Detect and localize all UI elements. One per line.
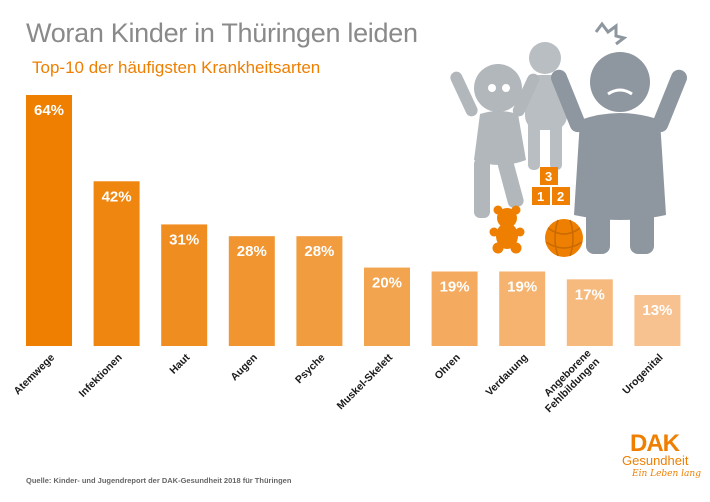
logo-slogan: Ein Leben lang bbox=[632, 469, 701, 479]
toy-block-label: 1 bbox=[537, 189, 544, 204]
bar-muskel-skelett bbox=[364, 267, 410, 346]
bar-chart: 64% 42% 31% 28% 28% 20% 19% 19% 17% 13% Atemwege I… bbox=[12, 95, 681, 415]
toy-block bbox=[532, 187, 550, 205]
bar-value-label: 64% bbox=[34, 102, 64, 119]
bar-verdauung bbox=[499, 271, 546, 346]
category-label: Muskel-Skelett bbox=[335, 351, 396, 412]
bar-value-label: 19% bbox=[507, 278, 537, 295]
logo-name: Gesundheit bbox=[622, 453, 689, 468]
category-label: Urogenital bbox=[620, 352, 665, 397]
category-labels-group: Atemwege Infektionen Haut Augen Psyche Muskel… bbox=[12, 347, 666, 415]
bar-atemwege bbox=[26, 95, 72, 346]
toy-block-label: 3 bbox=[545, 169, 552, 184]
category-label: Haut bbox=[167, 351, 192, 376]
bar-value-label: 42% bbox=[102, 188, 132, 205]
logo-mark: DAK bbox=[630, 430, 680, 457]
bar-psyche bbox=[296, 236, 343, 346]
child-right-figure bbox=[551, 52, 687, 254]
chart-title: Woran Kinder in Thüringen leiden bbox=[26, 18, 418, 48]
category-label: Verdauung bbox=[483, 352, 530, 399]
bar-urogenital bbox=[634, 295, 681, 346]
category-label: Augen bbox=[228, 352, 260, 384]
teddy-bear-icon bbox=[489, 205, 525, 254]
bar-value-label: 13% bbox=[642, 302, 672, 319]
bar-value-label: 31% bbox=[169, 231, 199, 248]
bars-group: 64% 42% 31% 28% 28% 20% 19% 19% 17% 13% bbox=[26, 95, 681, 346]
category-label: Ohren bbox=[432, 352, 462, 382]
child-left-figure bbox=[450, 64, 540, 218]
bar-angeborene-fehlbildungen bbox=[566, 279, 613, 346]
toy-block-label: 2 bbox=[557, 189, 564, 204]
bar-value-label: 28% bbox=[304, 243, 334, 260]
category-label: Infektionen bbox=[77, 352, 125, 400]
toy-block bbox=[540, 167, 558, 185]
category-label: AngeboreneFehlbildungen bbox=[534, 347, 602, 415]
bar-value-label: 28% bbox=[237, 243, 267, 260]
child-back-figure bbox=[525, 42, 567, 170]
sick-children-illustration: 3 1 2 bbox=[450, 21, 687, 257]
toy-block bbox=[552, 187, 570, 205]
source-note: Quelle: Kinder- und Jugendreport der DAK… bbox=[26, 476, 292, 485]
toy-blocks: 3 1 2 bbox=[532, 167, 570, 205]
category-label: Atemwege bbox=[12, 352, 58, 398]
dak-logo: DAK Gesundheit Ein Leben lang bbox=[622, 430, 701, 484]
bar-value-label: 19% bbox=[440, 278, 470, 295]
ball-icon bbox=[545, 219, 583, 257]
bar-haut bbox=[161, 224, 208, 346]
bar-value-label: 17% bbox=[575, 286, 605, 303]
bar-augen bbox=[228, 236, 275, 346]
chart-subtitle: Top-10 der häufigsten Krankheitsarten bbox=[32, 58, 321, 77]
stress-mark-icon bbox=[594, 21, 628, 46]
bar-ohren bbox=[431, 271, 478, 346]
bar-infektionen bbox=[93, 181, 140, 346]
bar-value-label: 20% bbox=[372, 275, 402, 292]
category-label: Psyche bbox=[293, 352, 328, 387]
